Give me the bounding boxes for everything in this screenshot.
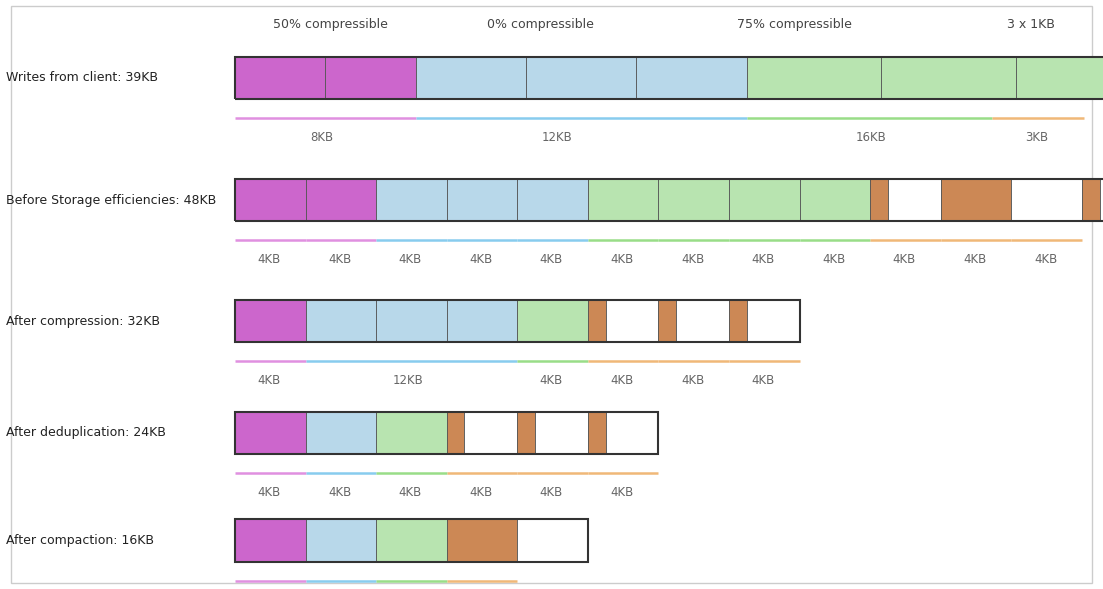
- Bar: [376, 412, 447, 454]
- Text: 4KB: 4KB: [398, 253, 422, 266]
- Bar: [447, 179, 517, 221]
- Text: 4KB: 4KB: [751, 253, 775, 266]
- Text: 4KB: 4KB: [681, 374, 705, 387]
- Bar: [235, 519, 588, 562]
- Text: 4KB: 4KB: [257, 486, 281, 499]
- Bar: [306, 179, 376, 221]
- Bar: [235, 412, 658, 454]
- Text: 4KB: 4KB: [469, 486, 493, 499]
- Bar: [416, 57, 526, 99]
- Text: 4KB: 4KB: [610, 486, 634, 499]
- Bar: [588, 179, 658, 221]
- Text: 4KB: 4KB: [257, 253, 281, 266]
- Bar: [517, 300, 588, 342]
- Bar: [881, 57, 1016, 99]
- Bar: [535, 412, 588, 454]
- Bar: [235, 300, 800, 342]
- Text: 12KB: 12KB: [393, 374, 424, 387]
- Bar: [235, 179, 306, 221]
- Text: 4KB: 4KB: [398, 486, 422, 499]
- Text: 3KB: 3KB: [1026, 131, 1048, 144]
- Bar: [235, 519, 306, 562]
- Bar: [747, 300, 800, 342]
- Text: 8KB: 8KB: [311, 131, 333, 144]
- Text: Before Storage efficiencies: 48KB: Before Storage efficiencies: 48KB: [6, 194, 216, 207]
- Bar: [517, 412, 535, 454]
- Bar: [306, 519, 376, 562]
- Bar: [306, 300, 376, 342]
- Bar: [447, 300, 517, 342]
- Text: 4KB: 4KB: [681, 253, 705, 266]
- Bar: [464, 412, 517, 454]
- Text: 0% compressible: 0% compressible: [488, 18, 593, 31]
- Bar: [606, 412, 658, 454]
- Bar: [588, 412, 606, 454]
- Bar: [235, 412, 306, 454]
- Bar: [729, 179, 800, 221]
- Bar: [235, 300, 306, 342]
- Bar: [517, 179, 588, 221]
- Text: 12KB: 12KB: [542, 131, 572, 144]
- Text: 16KB: 16KB: [856, 131, 887, 144]
- Bar: [658, 300, 676, 342]
- Bar: [447, 412, 464, 454]
- Bar: [800, 179, 870, 221]
- Text: 4KB: 4KB: [751, 374, 775, 387]
- Bar: [1016, 57, 1103, 99]
- Bar: [526, 57, 636, 99]
- Bar: [235, 57, 325, 99]
- Bar: [306, 412, 376, 454]
- Bar: [1100, 179, 1103, 221]
- Text: 4KB: 4KB: [822, 253, 846, 266]
- Text: After deduplication: 24KB: After deduplication: 24KB: [6, 426, 165, 439]
- Bar: [888, 179, 941, 221]
- Text: 4KB: 4KB: [963, 253, 987, 266]
- Text: 4KB: 4KB: [469, 253, 493, 266]
- Bar: [747, 57, 881, 99]
- Bar: [517, 519, 588, 562]
- Text: 50% compressible: 50% compressible: [274, 18, 388, 31]
- Text: 4KB: 4KB: [328, 486, 352, 499]
- Bar: [870, 179, 888, 221]
- Bar: [606, 300, 658, 342]
- Text: After compaction: 16KB: After compaction: 16KB: [6, 534, 153, 547]
- Text: 4KB: 4KB: [610, 253, 634, 266]
- Text: 75% compressible: 75% compressible: [737, 18, 852, 31]
- Bar: [325, 57, 416, 99]
- Text: After compression: 32KB: After compression: 32KB: [6, 315, 160, 327]
- Text: 4KB: 4KB: [539, 253, 564, 266]
- Text: 4KB: 4KB: [892, 253, 917, 266]
- Text: 4KB: 4KB: [539, 374, 564, 387]
- Text: 4KB: 4KB: [328, 253, 352, 266]
- Bar: [1011, 179, 1082, 221]
- Bar: [729, 300, 747, 342]
- Text: 4KB: 4KB: [610, 374, 634, 387]
- Text: 4KB: 4KB: [539, 486, 564, 499]
- Bar: [447, 519, 517, 562]
- Bar: [376, 300, 447, 342]
- Bar: [676, 300, 729, 342]
- Bar: [1082, 179, 1100, 221]
- Bar: [376, 179, 447, 221]
- Text: Writes from client: 39KB: Writes from client: 39KB: [6, 71, 158, 84]
- Bar: [235, 179, 1103, 221]
- Bar: [376, 519, 447, 562]
- Bar: [235, 57, 1103, 99]
- Text: 4KB: 4KB: [1034, 253, 1058, 266]
- Bar: [588, 300, 606, 342]
- Text: 4KB: 4KB: [257, 374, 281, 387]
- Bar: [941, 179, 1011, 221]
- Bar: [636, 57, 747, 99]
- Text: 3 x 1KB: 3 x 1KB: [1007, 18, 1056, 31]
- Bar: [658, 179, 729, 221]
